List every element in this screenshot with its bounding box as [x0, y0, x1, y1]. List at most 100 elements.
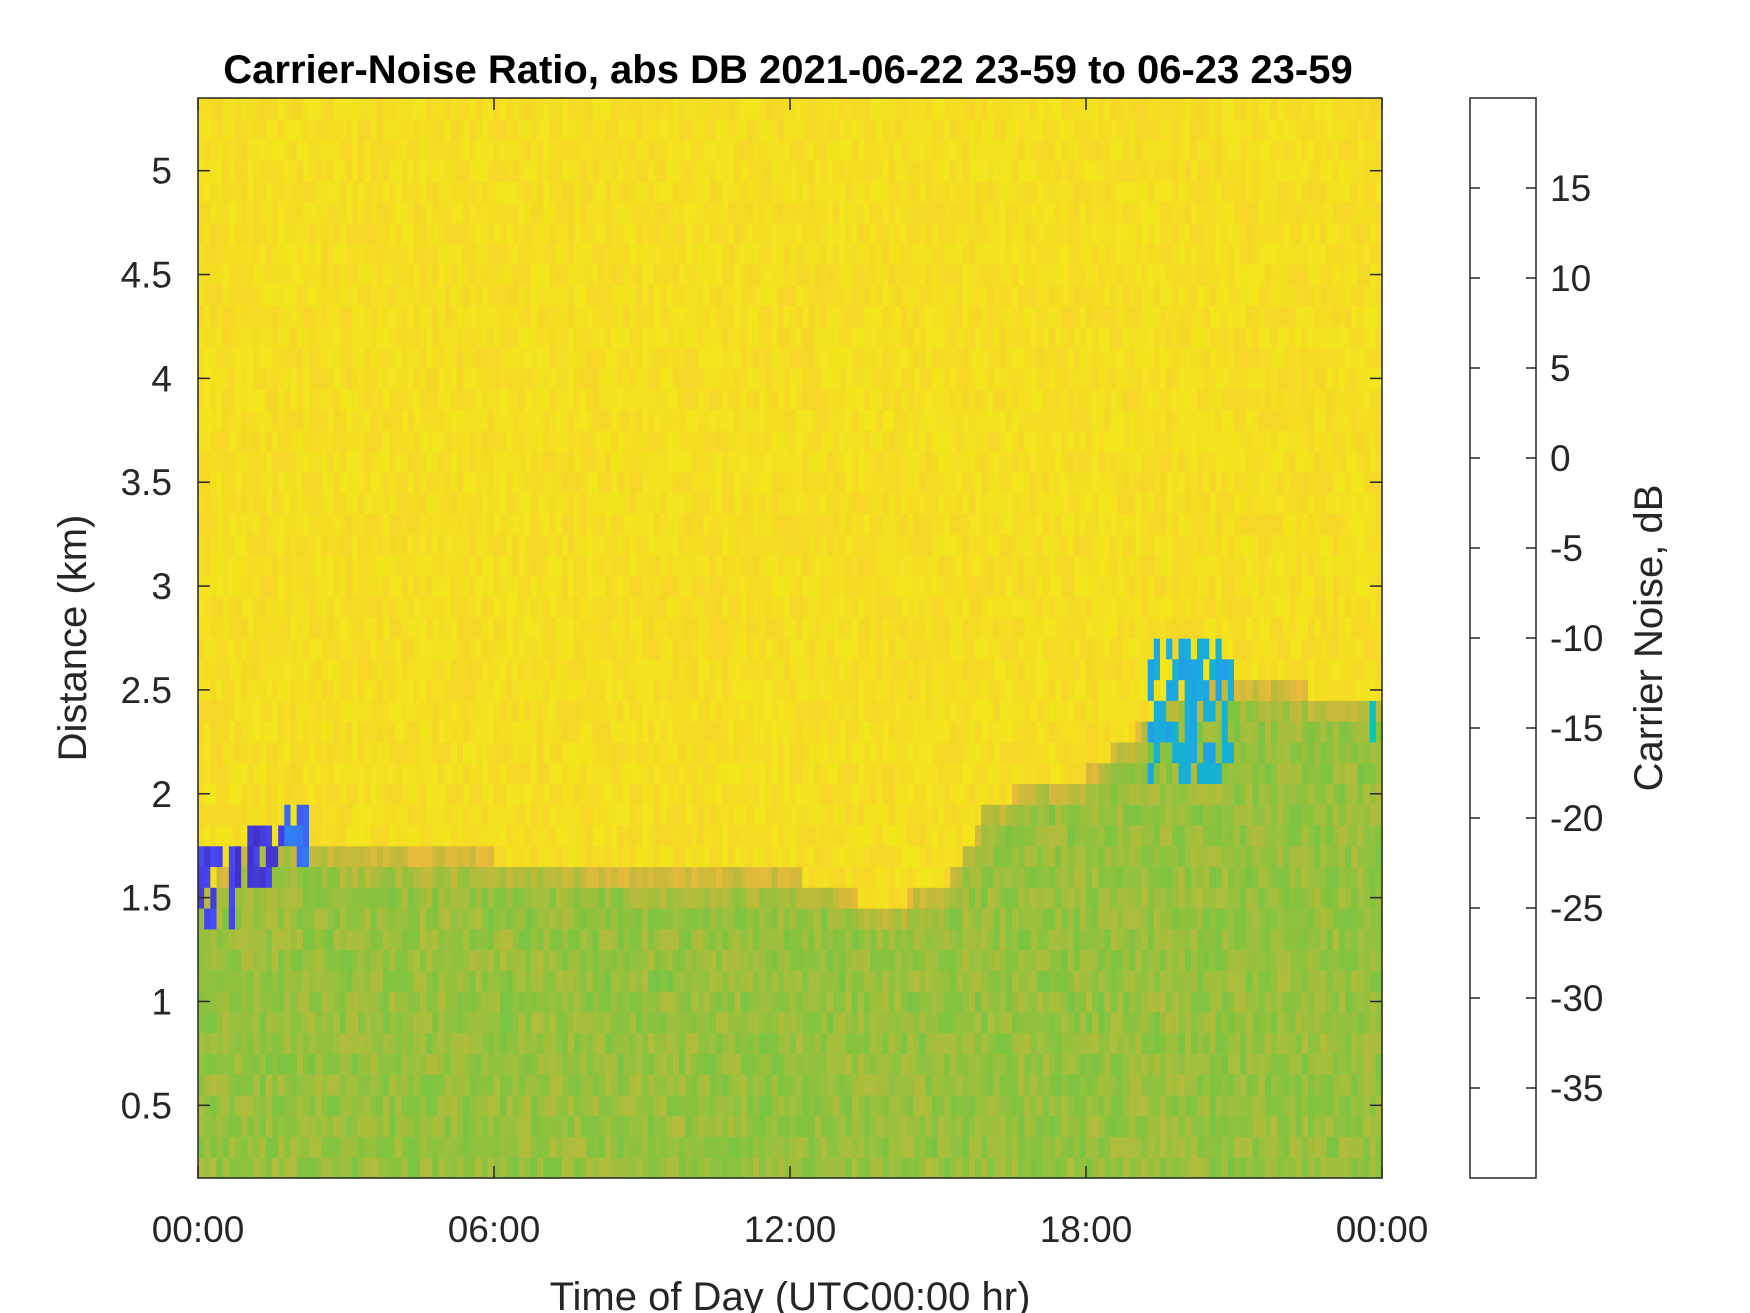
heatmap-cell: [598, 1115, 606, 1138]
heatmap-cell: [463, 98, 470, 120]
heatmap-cell: [543, 264, 551, 286]
heatmap-cell: [629, 305, 637, 328]
heatmap-cell: [654, 326, 662, 348]
heatmap-cell: [648, 222, 655, 244]
heatmap-cell: [635, 98, 643, 120]
heatmap-cell: [697, 887, 705, 909]
heatmap-cell: [358, 160, 366, 182]
heatmap-cell: [586, 1011, 594, 1034]
heatmap-cell: [438, 368, 446, 390]
heatmap-cell: [771, 284, 779, 307]
heatmap-cell: [740, 243, 748, 265]
heatmap-cell: [247, 451, 255, 473]
heatmap-cell: [265, 264, 273, 286]
heatmap-cell: [777, 368, 785, 390]
heatmap-cell: [432, 222, 440, 244]
heatmap-cell: [672, 638, 680, 660]
heatmap-cell: [746, 368, 754, 390]
heatmap-cell: [660, 1011, 668, 1034]
heatmap-cell: [438, 1115, 446, 1138]
heatmap-cell: [586, 1032, 594, 1054]
heatmap-cell: [605, 534, 612, 556]
heatmap-cell: [259, 928, 267, 951]
heatmap-cell: [543, 160, 551, 182]
heatmap-cell: [648, 970, 655, 992]
heatmap-cell: [383, 409, 390, 431]
heatmap-cell: [358, 824, 366, 847]
heatmap-cell: [420, 513, 427, 535]
heatmap-cell: [617, 1157, 625, 1179]
heatmap-cell: [339, 98, 347, 120]
heatmap-cell: [475, 284, 483, 307]
heatmap-cell: [524, 554, 532, 577]
heatmap-cell: [290, 118, 298, 141]
heatmap-cell: [555, 575, 563, 598]
heatmap-cell: [518, 804, 526, 826]
heatmap-cell: [611, 658, 618, 681]
heatmap-cell: [450, 305, 458, 328]
heatmap-cell: [265, 824, 273, 847]
heatmap-cell: [247, 658, 255, 681]
heatmap-cell: [740, 617, 748, 639]
heatmap-cell: [487, 679, 495, 701]
heatmap-cell: [272, 1011, 279, 1034]
heatmap-cell: [691, 762, 699, 784]
heatmap-cell: [198, 1115, 205, 1138]
heatmap-cell: [469, 845, 477, 868]
heatmap-cell: [364, 451, 372, 473]
heatmap-cell: [469, 326, 477, 348]
heatmap-cell: [783, 1053, 791, 1075]
heatmap-cell: [284, 1011, 292, 1034]
heatmap-cell: [679, 222, 686, 244]
heatmap-cell: [259, 513, 267, 535]
heatmap-cell: [315, 1011, 322, 1034]
heatmap-cell: [531, 284, 538, 307]
heatmap-cell: [592, 762, 600, 784]
heatmap-cell: [635, 222, 643, 244]
heatmap-cell: [506, 783, 514, 805]
heatmap-cell: [580, 1074, 588, 1096]
heatmap-cell: [315, 222, 322, 244]
heatmap-cell: [734, 658, 742, 681]
heatmap-cell: [722, 804, 729, 826]
heatmap-cell: [235, 513, 242, 535]
heatmap-cell: [537, 284, 544, 307]
heatmap-cell: [407, 181, 415, 203]
heatmap-cell: [617, 1094, 625, 1117]
heatmap-cell: [642, 409, 649, 431]
heatmap-cell: [666, 596, 674, 618]
heatmap-cell: [746, 1115, 754, 1138]
heatmap-cell: [420, 617, 427, 639]
heatmap-cell: [222, 824, 230, 847]
heatmap-cell: [395, 471, 403, 494]
heatmap-cell: [253, 98, 261, 120]
heatmap-cell: [450, 554, 458, 577]
heatmap-cell: [549, 845, 557, 868]
heatmap-cell: [586, 1157, 594, 1179]
heatmap-cell: [321, 783, 329, 805]
heatmap-cell: [364, 534, 372, 556]
heatmap-cell: [691, 326, 699, 348]
heatmap-cell: [420, 928, 427, 951]
heatmap-cell: [648, 513, 655, 535]
heatmap-cell: [358, 492, 366, 514]
heatmap-cell: [204, 658, 211, 681]
heatmap-cell: [389, 1074, 396, 1096]
heatmap-cell: [376, 554, 384, 577]
heatmap-cell: [771, 638, 779, 660]
heatmap-cell: [426, 721, 433, 743]
heatmap-cell: [198, 305, 205, 328]
heatmap-cell: [216, 741, 224, 764]
heatmap-cell: [654, 866, 662, 888]
heatmap-cell: [494, 201, 501, 224]
heatmap-cell: [444, 824, 452, 847]
heatmap-cell: [302, 700, 310, 722]
heatmap-cell: [703, 845, 711, 868]
heatmap-cell: [611, 430, 618, 452]
heatmap-cell: [623, 887, 631, 909]
heatmap-cell: [629, 326, 637, 348]
heatmap-cell: [457, 160, 464, 182]
heatmap-cell: [568, 658, 575, 681]
heatmap-cell: [259, 1157, 267, 1179]
heatmap-cell: [734, 201, 742, 224]
